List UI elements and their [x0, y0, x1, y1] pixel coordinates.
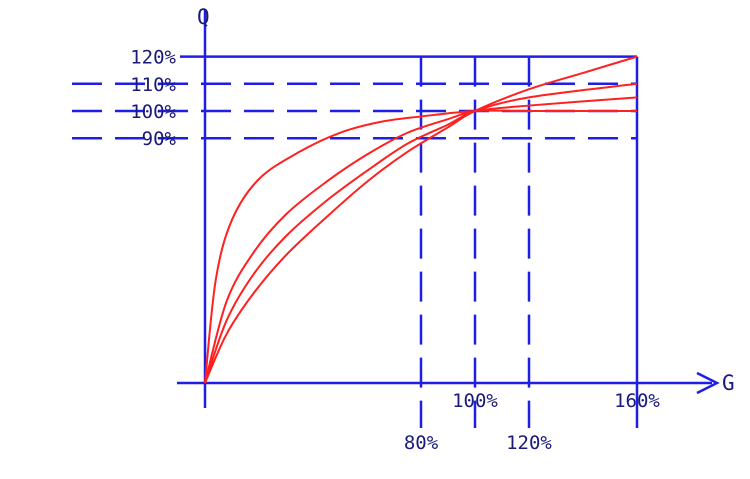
x-axis-name: G	[722, 371, 735, 395]
axes	[177, 10, 720, 408]
y-tick-label: 90%	[142, 128, 177, 150]
x-axis-arrowhead	[696, 371, 720, 395]
curve-4	[204, 55, 638, 384]
curve-3	[204, 82, 638, 384]
labels: Q G 90% 100% 110% 120% 80% 100% 120% 160%	[130, 5, 734, 454]
guide-lines	[72, 55, 639, 428]
x-tick-label: 120%	[506, 432, 552, 454]
curve-2	[204, 96, 638, 384]
y-axis-name: Q	[197, 5, 210, 29]
curve-1	[204, 109, 637, 384]
x-tick-label: 100%	[452, 390, 498, 412]
y-tick-label: 100%	[130, 101, 176, 123]
curves	[204, 55, 638, 384]
x-tick-label: 80%	[404, 432, 439, 454]
y-tick-label: 120%	[130, 47, 176, 69]
y-tick-label: 110%	[130, 74, 176, 96]
x-tick-label: 160%	[614, 390, 660, 412]
